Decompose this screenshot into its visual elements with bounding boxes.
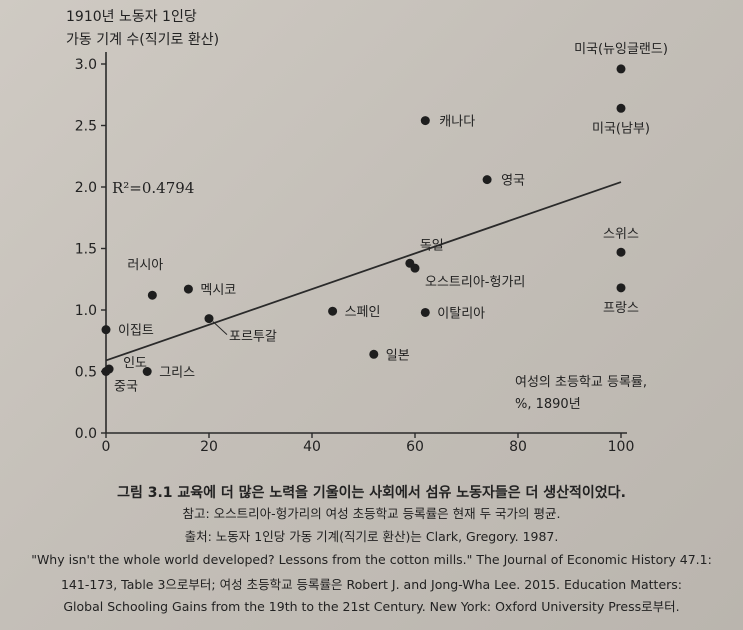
data-point [183, 284, 193, 294]
data-label: 미국(뉴잉글랜드) [574, 42, 668, 57]
y-tick-label: 2.5 [75, 119, 97, 135]
data-label: 그리스 [159, 366, 195, 381]
y-axis-label-line2: 가동 기계 수(직기로 환산) [66, 32, 219, 48]
figure-caption-note: 참고: 오스트리아-헝가리의 여성 초등학교 등록률은 현재 두 국가의 평균. [182, 506, 561, 521]
data-label: 스페인 [345, 305, 381, 320]
data-point [616, 283, 626, 293]
figure-caption-source-4: Global Schooling Gains from the 19th to … [63, 599, 680, 614]
data-point [616, 247, 626, 257]
data-point [147, 290, 157, 300]
data-label: 일본 [386, 348, 410, 363]
r-squared-annotation: R²=0.4794 [112, 179, 194, 197]
x-axis-label-line1: 여성의 초등학교 등록률, [515, 375, 647, 390]
x-tick-label: 80 [509, 439, 527, 455]
data-label: 캐나다 [439, 115, 475, 130]
ticks: 0.0 0.5 1.0 1.5 2.0 2.5 3.0 0 20 40 60 80 100 [75, 57, 635, 455]
data-point [616, 64, 626, 74]
data-label: 러시아 [127, 258, 163, 273]
data-point [482, 175, 492, 185]
figure-caption-source-1: 출처: 노동자 1인당 가동 기계(직기로 환산)는 Clark, Gregor… [184, 529, 559, 544]
trendline [105, 181, 622, 362]
figure-caption-source-2: "Why isn't the whole world developed? Le… [31, 552, 712, 567]
y-tick-label: 0.0 [75, 426, 97, 442]
data-point [204, 314, 214, 324]
figure-caption-source-3: 141-173, Table 3으로부터; 여성 초등학교 등록률은 Rober… [60, 577, 682, 592]
data-point [420, 307, 430, 317]
data-label: 오스트리아-헝가리 [425, 275, 525, 290]
data-point [369, 349, 379, 359]
data-point [410, 263, 420, 273]
data-point [420, 116, 430, 126]
data-label: 독일 [420, 238, 444, 253]
data-label: 이탈리아 [437, 306, 485, 321]
leader-line [212, 321, 228, 335]
x-tick-label: 20 [200, 439, 218, 455]
data-point [101, 367, 111, 376]
y-tick-label: 2.0 [75, 180, 97, 196]
data-point [328, 306, 338, 316]
data-point [616, 103, 626, 113]
x-axis-label-line2: %, 1890년 [515, 397, 581, 412]
data-label: 인도 [123, 356, 147, 371]
scatter-chart: 1910년 노동자 1인당 가동 기계 수(직기로 환산) R²=0.4794 … [66, 9, 668, 455]
y-tick-label: 0.5 [75, 365, 97, 381]
data-label: 스위스 [603, 227, 639, 242]
data-point [101, 325, 111, 335]
figure-caption-title: 그림 3.1 교육에 더 많은 노력을 기울이는 사회에서 섬유 노동자들은 더… [117, 485, 626, 501]
x-tick-label: 100 [608, 439, 635, 455]
data-label: 프랑스 [603, 301, 639, 316]
data-point [142, 367, 152, 376]
x-tick-label: 60 [406, 439, 424, 455]
data-label: 포르투갈 [229, 330, 277, 345]
y-tick-label: 1.5 [75, 242, 97, 258]
trendline-group [105, 181, 622, 362]
x-tick-label: 40 [303, 439, 321, 455]
data-label: 이집트 [118, 324, 154, 339]
x-tick-label: 0 [102, 439, 111, 455]
y-tick-label: 1.0 [75, 303, 97, 319]
data-label: 영국 [501, 174, 525, 189]
y-tick-label: 3.0 [75, 57, 97, 73]
data-label: 중국 [114, 380, 138, 395]
data-label: 멕시코 [200, 283, 236, 298]
y-axis-label-line1: 1910년 노동자 1인당 [66, 9, 197, 25]
data-label: 미국(남부) [592, 121, 650, 136]
